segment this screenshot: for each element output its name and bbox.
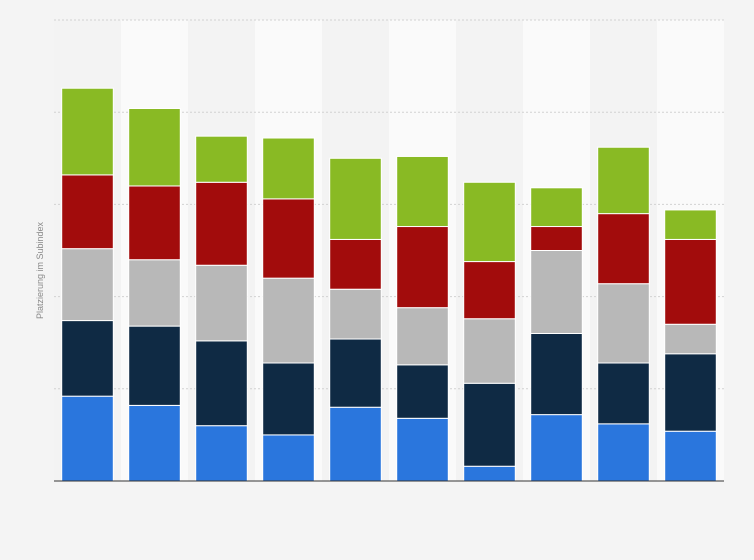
bar-segment-1-category-9[interactable] <box>597 423 650 482</box>
bar-segment-1-category-2[interactable] <box>128 404 181 482</box>
bar-segment-4-category-10[interactable] <box>664 238 717 325</box>
bar-segment-1-category-6[interactable] <box>396 417 449 482</box>
bar-segment-4-category-5[interactable] <box>329 238 382 290</box>
bar-segment-3-category-2[interactable] <box>128 259 181 327</box>
bar-segment-1-category-3[interactable] <box>195 425 248 482</box>
bar-segment-5-category-2[interactable] <box>128 108 181 187</box>
bar-segment-2-category-10[interactable] <box>664 353 717 432</box>
bar-segment-2-category-2[interactable] <box>128 325 181 406</box>
bar-segment-3-category-6[interactable] <box>396 307 449 366</box>
bar-segment-2-category-5[interactable] <box>329 338 382 408</box>
bar-segment-5-category-6[interactable] <box>396 155 449 228</box>
bar-segment-4-category-6[interactable] <box>396 226 449 309</box>
bar-segment-5-category-8[interactable] <box>530 187 583 228</box>
bar-segment-3-category-9[interactable] <box>597 283 650 364</box>
bar-segment-4-category-8[interactable] <box>530 226 583 251</box>
bar-segment-1-category-10[interactable] <box>664 430 717 482</box>
bar-segment-4-category-1[interactable] <box>61 174 114 250</box>
bar-segment-4-category-4[interactable] <box>262 198 315 279</box>
bar-segment-1-category-7[interactable] <box>463 465 516 482</box>
bar-segment-1-category-8[interactable] <box>530 414 583 482</box>
bar-segment-1-category-1[interactable] <box>61 395 114 482</box>
bar-segment-3-category-4[interactable] <box>262 277 315 364</box>
bar-segment-2-category-6[interactable] <box>396 364 449 419</box>
bar-segment-2-category-4[interactable] <box>262 362 315 436</box>
bar-segment-2-category-1[interactable] <box>61 320 114 397</box>
bar-segment-5-category-9[interactable] <box>597 146 650 215</box>
bar-segment-2-category-8[interactable] <box>530 332 583 416</box>
bar-segment-5-category-1[interactable] <box>61 87 114 176</box>
bar-segment-4-category-9[interactable] <box>597 213 650 285</box>
bar-segment-1-category-4[interactable] <box>262 434 315 482</box>
bar-segment-5-category-5[interactable] <box>329 157 382 240</box>
bar-segment-2-category-7[interactable] <box>463 382 516 467</box>
bar-segment-3-category-7[interactable] <box>463 318 516 384</box>
bar-segment-3-category-10[interactable] <box>664 323 717 355</box>
bars <box>61 87 717 482</box>
bar-segment-1-category-5[interactable] <box>329 406 382 482</box>
bar-segment-3-category-5[interactable] <box>329 288 382 340</box>
bar-segment-3-category-8[interactable] <box>530 250 583 334</box>
bar-segment-5-category-4[interactable] <box>262 137 315 200</box>
bar-segment-4-category-2[interactable] <box>128 185 181 261</box>
bar-segment-3-category-1[interactable] <box>61 248 114 322</box>
bar-segment-5-category-10[interactable] <box>664 209 717 240</box>
y-axis-label: Platzierung im Subindex <box>35 221 45 319</box>
bar-segment-2-category-9[interactable] <box>597 362 650 425</box>
bar-segment-4-category-7[interactable] <box>463 261 516 320</box>
bar-segment-3-category-3[interactable] <box>195 264 248 342</box>
bar-segment-2-category-3[interactable] <box>195 340 248 427</box>
bar-segment-4-category-3[interactable] <box>195 181 248 266</box>
bar-segment-5-category-3[interactable] <box>195 135 248 183</box>
bar-segment-5-category-7[interactable] <box>463 181 516 263</box>
